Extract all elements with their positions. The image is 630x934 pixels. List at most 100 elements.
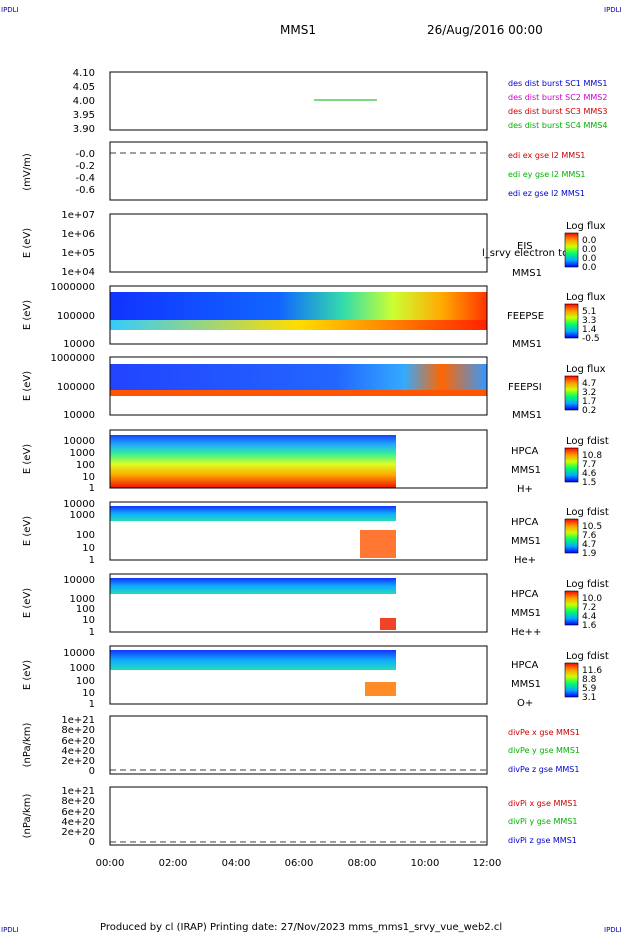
corner-mark-bottom-right: IPDLI — [604, 926, 622, 934]
ytick: 1e+04 — [61, 267, 95, 278]
spectrogram-fill — [110, 506, 396, 521]
ytick: 10 — [82, 543, 95, 554]
ytick: 3.90 — [73, 124, 95, 135]
ylabel: E (eV) — [22, 371, 33, 401]
ytick: 1 — [89, 699, 95, 710]
spectrogram-fill — [110, 578, 396, 594]
xtick: 10:00 — [411, 858, 440, 869]
spacecraft-label: MMS1 — [511, 679, 541, 690]
colorbar-title: Log fdist — [566, 651, 609, 662]
corner-mark-bottom-left: IPDLI — [1, 926, 19, 934]
colorbar-tick: -0.5 — [582, 334, 600, 344]
ytick: 2e+20 — [61, 827, 95, 838]
ytick: 100 — [76, 460, 95, 471]
ytick: 100000 — [57, 311, 95, 322]
ytick: 10000 — [63, 499, 95, 510]
ytick: 1e+21 — [61, 786, 95, 797]
ytick: 1 — [89, 555, 95, 566]
spacecraft-label: MMS1 — [512, 410, 542, 421]
colorbar-tick: 0.2 — [582, 406, 596, 416]
colorbar-tick: 10.8 — [582, 451, 602, 461]
ytick: 1000 — [70, 448, 95, 459]
species-label: H+ — [517, 484, 533, 495]
panel-feepse: E (eV) 1000000 100000 10000 FEEPSE MMS1 … — [22, 282, 606, 350]
corner-mark-top-left: IPDLI — [1, 6, 19, 14]
ytick: 100 — [76, 530, 95, 541]
instrument-label: FEEPSI — [508, 382, 542, 393]
instrument-label: HPCA — [511, 660, 539, 671]
header-date: 26/Aug/2016 00:00 — [427, 23, 543, 37]
ytick: 10000 — [63, 648, 95, 659]
colorbar-tick: 0.0 — [582, 245, 597, 255]
ylabel: (mV/m) — [22, 153, 33, 191]
colorbar-title: Log fdist — [566, 579, 609, 590]
ytick: 10000 — [63, 436, 95, 447]
ytick: 4.10 — [73, 68, 95, 79]
ytick: 10000 — [63, 575, 95, 586]
ylabel: E (eV) — [22, 588, 33, 618]
species-label: O+ — [517, 698, 533, 709]
colorbar — [564, 447, 579, 483]
colorbar-tick: 8.8 — [582, 675, 597, 685]
legend-x: divPe x gse MMS1 — [508, 728, 580, 737]
xtick: 00:00 — [96, 858, 125, 869]
ytick: 1000000 — [50, 353, 95, 364]
corner-mark-top-right: IPDLI — [604, 6, 622, 14]
ytick: 100 — [76, 676, 95, 687]
colorbar-tick: 4.4 — [582, 612, 597, 622]
colorbar-tick: 0.0 — [582, 263, 597, 273]
colorbar-tick: 4.7 — [582, 379, 596, 389]
colorbar-tick: 0.0 — [582, 236, 597, 246]
ytick: -0.6 — [75, 185, 95, 196]
panel-hpca-o: E (eV) 10000 1000 100 10 1 HPCA MMS1 O+ … — [22, 645, 609, 710]
spacecraft-label: MMS1 — [511, 536, 541, 547]
ytick: 8e+20 — [61, 796, 95, 807]
instrument-label: HPCA — [511, 446, 539, 457]
legend-sc1: des dist burst SC1 MMS1 — [508, 79, 607, 88]
ylabel: (nPa/km) — [22, 723, 33, 768]
ytick: 4.00 — [73, 96, 95, 107]
instrument-label: FEEPSE — [507, 311, 544, 322]
colorbar-tick: 3.2 — [582, 388, 596, 398]
ytick: 0 — [89, 766, 95, 777]
species-label: He+ — [514, 555, 536, 566]
spacecraft-label: MMS1 — [511, 608, 541, 619]
ytick: 1000000 — [50, 282, 95, 293]
ytick: 10000 — [63, 410, 95, 421]
spectrogram-fill — [110, 390, 487, 396]
spectrogram-fill — [110, 364, 487, 390]
ylabel: (nPa/km) — [22, 794, 33, 839]
spectrogram-fill — [380, 618, 396, 630]
ytick: -0.0 — [75, 149, 95, 160]
colorbar-tick: 1.9 — [582, 549, 597, 559]
colorbar-tick: 10.0 — [582, 594, 602, 604]
ytick: -0.2 — [75, 161, 95, 172]
ytick: 1 — [89, 483, 95, 494]
colorbar-title: Log flux — [566, 292, 606, 303]
ytick: 1000 — [70, 594, 95, 605]
spectrogram-fill — [360, 530, 396, 558]
ytick: 1000 — [70, 663, 95, 674]
colorbar-tick: 5.1 — [582, 307, 596, 317]
ytick: 1000 — [70, 510, 95, 521]
ytick: 1e+07 — [61, 210, 95, 221]
ytick: 10 — [82, 472, 95, 483]
ytick: 2e+20 — [61, 756, 95, 767]
ytick: 1 — [89, 627, 95, 638]
ylabel: E (eV) — [22, 228, 33, 258]
colorbar-tick: 1.4 — [582, 325, 597, 335]
legend-ex: edi ex gse l2 MMS1 — [508, 151, 585, 160]
colorbar — [564, 375, 579, 411]
colorbar-tick: 7.7 — [582, 460, 596, 470]
colorbar-tick: 4.7 — [582, 540, 596, 550]
colorbar-title: Log flux — [566, 221, 606, 232]
header-mission: MMS1 — [280, 23, 316, 37]
colorbar — [564, 303, 579, 339]
colorbar-title: Log fdist — [566, 436, 609, 447]
colorbar-tick: 5.9 — [582, 684, 597, 694]
footer-text: Produced by cl (IRAP) Printing date: 27/… — [100, 922, 502, 933]
ylabel: E (eV) — [22, 300, 33, 330]
panel-hpca-he2: E (eV) 10000 1000 100 10 1 HPCA MMS1 He+… — [22, 573, 609, 638]
panel-edi-efield: (mV/m) -0.0 -0.2 -0.4 -0.6 edi ex gse l2… — [22, 141, 586, 201]
